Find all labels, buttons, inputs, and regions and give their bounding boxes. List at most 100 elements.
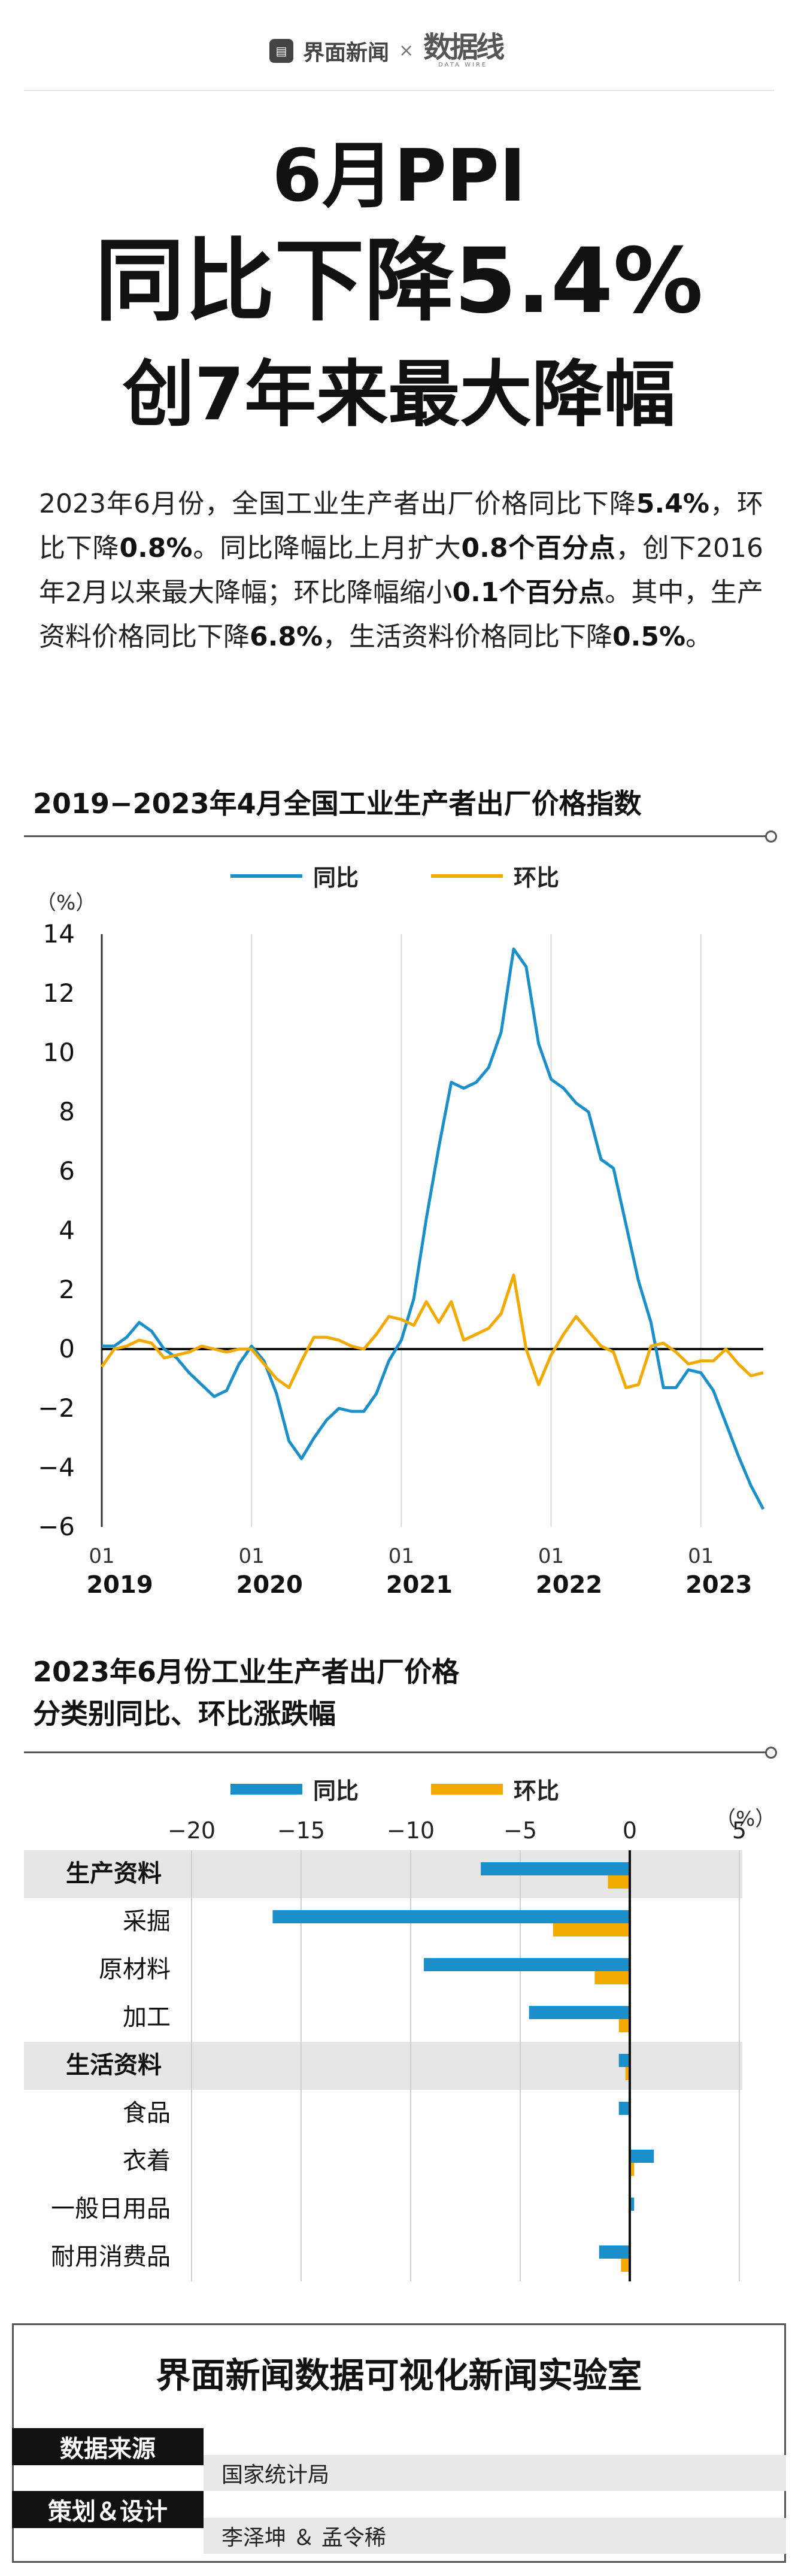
source-value: 国家统计局: [204, 2455, 786, 2491]
jiemian-logo-icon: ▤: [269, 38, 293, 63]
series-line-yoy: [102, 947, 765, 1510]
legend-swatch-mom: [431, 1783, 503, 1795]
footer-title: 界面新闻数据可视化新闻实验室: [156, 2355, 642, 2396]
brand-name: 界面新闻: [303, 40, 390, 65]
y-tick-label: 2: [59, 1275, 75, 1304]
intro-text: ，环比下降: [39, 489, 763, 563]
bar-yoy: [630, 2198, 635, 2211]
intro-text: 。: [685, 622, 712, 652]
y-tick-label: 12: [43, 978, 75, 1008]
legend-label-yoy: 同比: [313, 865, 359, 891]
intro-text: ，生活资料价格同比下降: [323, 622, 613, 652]
bar-yoy: [423, 1958, 630, 1971]
y-tick-label: 0: [59, 1334, 75, 1363]
y-tick-label: −6: [38, 1512, 75, 1541]
legend-swatch-yoy: [230, 1783, 302, 1795]
x-tick-year: 2023: [685, 1571, 752, 1599]
intro-highlight: 5.4%: [636, 489, 709, 519]
bar-chart: −20 −15 −10 −5 0 5 生产资料采掘原材料加工生活资料食品衣着一般日用品耐用消…: [24, 1820, 747, 2281]
legend-label-mom: 环比: [514, 1778, 560, 1804]
bar-yoy: [481, 1862, 630, 1875]
bar-mom: [553, 1923, 630, 1936]
category-label: 加工: [123, 2004, 171, 2031]
intro-paragraph: 2023年6月份，全国工业生产者出厂价格同比下降5.4%，环比下降0.8%。同比…: [39, 482, 763, 659]
x-tick-label: −20: [168, 1820, 216, 1844]
chart2-unit-label: （%）: [715, 1807, 776, 1831]
intro-text: 。同比降幅比上月扩大: [192, 533, 462, 563]
source-label: 数据来源: [12, 2428, 204, 2465]
bar-mom: [625, 2067, 630, 2080]
y-tick-label: 4: [59, 1216, 75, 1245]
bar-mom: [618, 2019, 630, 2032]
intro-text: ，创下2016年2月以来最大降幅；环比降幅缩小: [39, 533, 763, 608]
chart2-legend-yoy: 同比: [230, 1772, 359, 1805]
series-line-mom: [100, 1273, 764, 1389]
x-tick-month: 01: [688, 1544, 714, 1568]
category-label: 原材料: [99, 1956, 171, 1983]
x-tick-month: 01: [89, 1544, 114, 1568]
header-bar: [0, 0, 798, 90]
y-tick-label: −2: [38, 1393, 75, 1423]
x-tick-label: −10: [387, 1820, 435, 1844]
bar-mom: [621, 2259, 630, 2272]
y-tick-label: −4: [38, 1453, 75, 1482]
legend-swatch-mom: [431, 874, 503, 878]
x-tick-month: 01: [389, 1544, 414, 1568]
x-tick-label: −5: [503, 1820, 537, 1844]
bar-yoy: [618, 2102, 630, 2115]
chart2-title-line-1: 2023年6月份工业生产者出厂价格: [33, 1656, 460, 1688]
bar-mom: [608, 1875, 630, 1889]
legend-swatch-yoy: [230, 874, 302, 878]
datawire-logo-text: 数据线: [423, 31, 505, 64]
x-tick-label: 0: [623, 1820, 637, 1844]
chart1-separator: [24, 835, 772, 837]
x-tick-month: 01: [239, 1544, 265, 1568]
headline-line-3: 创7年来最大降幅: [122, 353, 676, 437]
brand-separator: ×: [399, 40, 414, 61]
x-tick-label: 5: [732, 1820, 747, 1844]
line-chart: 01 2019 01 2020 01 2021 01 2022 01 2023 −6 −4 −2 0 2 4 6…: [38, 919, 765, 1599]
chart1-legend-mom: 环比: [431, 859, 559, 892]
legend-label-yoy: 同比: [313, 1778, 359, 1804]
chart1-title: 2019−2023年4月全国工业生产者出厂价格指数: [33, 787, 642, 820]
x-tick-year: 2022: [536, 1571, 602, 1599]
x-tick-year: 2021: [386, 1571, 453, 1599]
intro-highlight: 0.8%: [119, 533, 193, 563]
chart1-unit-label: （%）: [36, 891, 96, 915]
category-label: 生活资料: [66, 2051, 162, 2079]
bar-yoy: [630, 2150, 654, 2163]
category-label: 食品: [123, 2099, 171, 2127]
datawire-logo: 数据线 DATA WIRE: [423, 31, 505, 68]
bar-yoy: [272, 1910, 630, 1923]
headline-line-1: 6月PPI: [272, 135, 526, 218]
y-tick-label: 14: [43, 919, 75, 948]
y-tick-label: 8: [59, 1097, 75, 1126]
x-tick-year: 2019: [86, 1571, 153, 1599]
intro-text: 。其中，生产资料价格同比下降: [39, 577, 763, 652]
intro-highlight: 0.5%: [612, 622, 686, 652]
category-label: 耐用消费品: [51, 2243, 171, 2271]
x-tick-year: 2020: [236, 1571, 303, 1599]
intro-highlight: 0.1个百分点: [452, 577, 605, 608]
intro-text: 2023年6月份，全国工业生产者出厂价格同比下降: [39, 489, 636, 519]
category-label: 生产资料: [66, 1860, 162, 1887]
bar-mom: [630, 2163, 635, 2176]
chart2-separator: [24, 1751, 772, 1753]
x-tick-month: 01: [538, 1544, 564, 1568]
category-label: 采掘: [123, 1908, 171, 1935]
intro-highlight: 0.8个百分点: [461, 533, 616, 563]
header-divider: [24, 90, 774, 91]
y-tick-label: 6: [59, 1156, 75, 1186]
category-label: 一般日用品: [51, 2195, 171, 2223]
bar-mom: [594, 1971, 630, 1984]
x-tick-label: −15: [277, 1820, 325, 1844]
headline-line-2: 同比下降5.4%: [95, 229, 703, 334]
intro-highlight: 6.8%: [250, 622, 323, 652]
bar-yoy: [618, 2054, 630, 2067]
chart1-legend-yoy: 同比: [230, 859, 359, 892]
brand-lockup: ▤ 界面新闻 × 数据线 DATA WIRE: [269, 31, 505, 68]
chart2-legend-mom: 环比: [431, 1772, 559, 1805]
bar-yoy: [599, 2245, 630, 2259]
chart2-separator-dot: [765, 1747, 777, 1759]
y-tick-label: 10: [43, 1038, 75, 1067]
